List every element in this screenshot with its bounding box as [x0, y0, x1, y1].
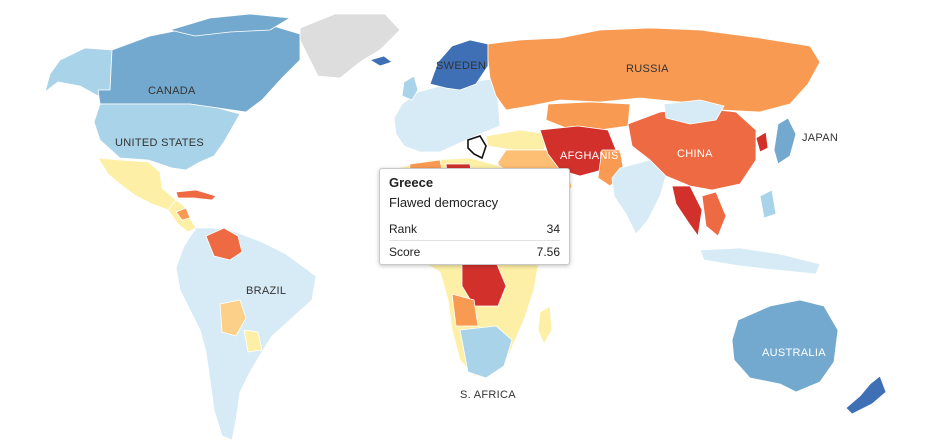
country-japan[interactable] — [773, 117, 797, 165]
country-indonesia[interactable] — [699, 247, 821, 275]
country-north-korea[interactable] — [755, 131, 769, 153]
tooltip-rank-label: Rank — [389, 222, 418, 236]
tooltip-country-name: Greece — [389, 175, 434, 190]
country-angola[interactable] — [451, 293, 479, 327]
country-united-states[interactable] — [93, 103, 241, 171]
country-bolivia[interactable] — [219, 299, 247, 337]
country-southern-africa[interactable] — [459, 325, 513, 379]
country-vietnam-region[interactable] — [701, 191, 727, 237]
country-new-zealand[interactable] — [845, 375, 887, 415]
tooltip-score-label: Score — [389, 245, 421, 259]
country-cuba[interactable] — [175, 189, 217, 201]
country-iceland[interactable] — [369, 55, 393, 67]
country-uk[interactable] — [401, 75, 419, 101]
country-canada-arctic-islands[interactable] — [169, 13, 291, 37]
country-kazakhstan[interactable] — [545, 101, 631, 131]
country-madagascar[interactable] — [537, 305, 553, 345]
country-turkey[interactable] — [485, 129, 549, 151]
country-russia[interactable] — [487, 27, 821, 113]
country-philippines[interactable] — [759, 189, 777, 219]
country-honduras[interactable] — [175, 207, 191, 221]
tooltip-score-value: 7.56 — [536, 245, 560, 259]
country-alaska[interactable] — [44, 47, 113, 97]
country-india[interactable] — [611, 159, 667, 235]
country-europe[interactable] — [393, 77, 501, 153]
country-paraguay[interactable] — [243, 329, 263, 353]
tooltip-score-row: Score 7.56 — [389, 241, 560, 263]
country-greece-highlighted[interactable] — [467, 135, 487, 160]
country-mongolia[interactable] — [663, 99, 725, 125]
country-venezuela[interactable] — [205, 227, 243, 261]
country-greenland[interactable] — [299, 13, 401, 79]
tooltip-category: Flawed democracy — [389, 195, 499, 210]
country-australia[interactable] — [731, 299, 839, 393]
country-tooltip: Greece Flawed democracy Rank 34 Score 7.… — [379, 168, 570, 265]
tooltip-rank-value: 34 — [546, 222, 560, 236]
tooltip-rank-row: Rank 34 — [389, 218, 560, 241]
country-myanmar-thailand[interactable] — [671, 185, 703, 237]
